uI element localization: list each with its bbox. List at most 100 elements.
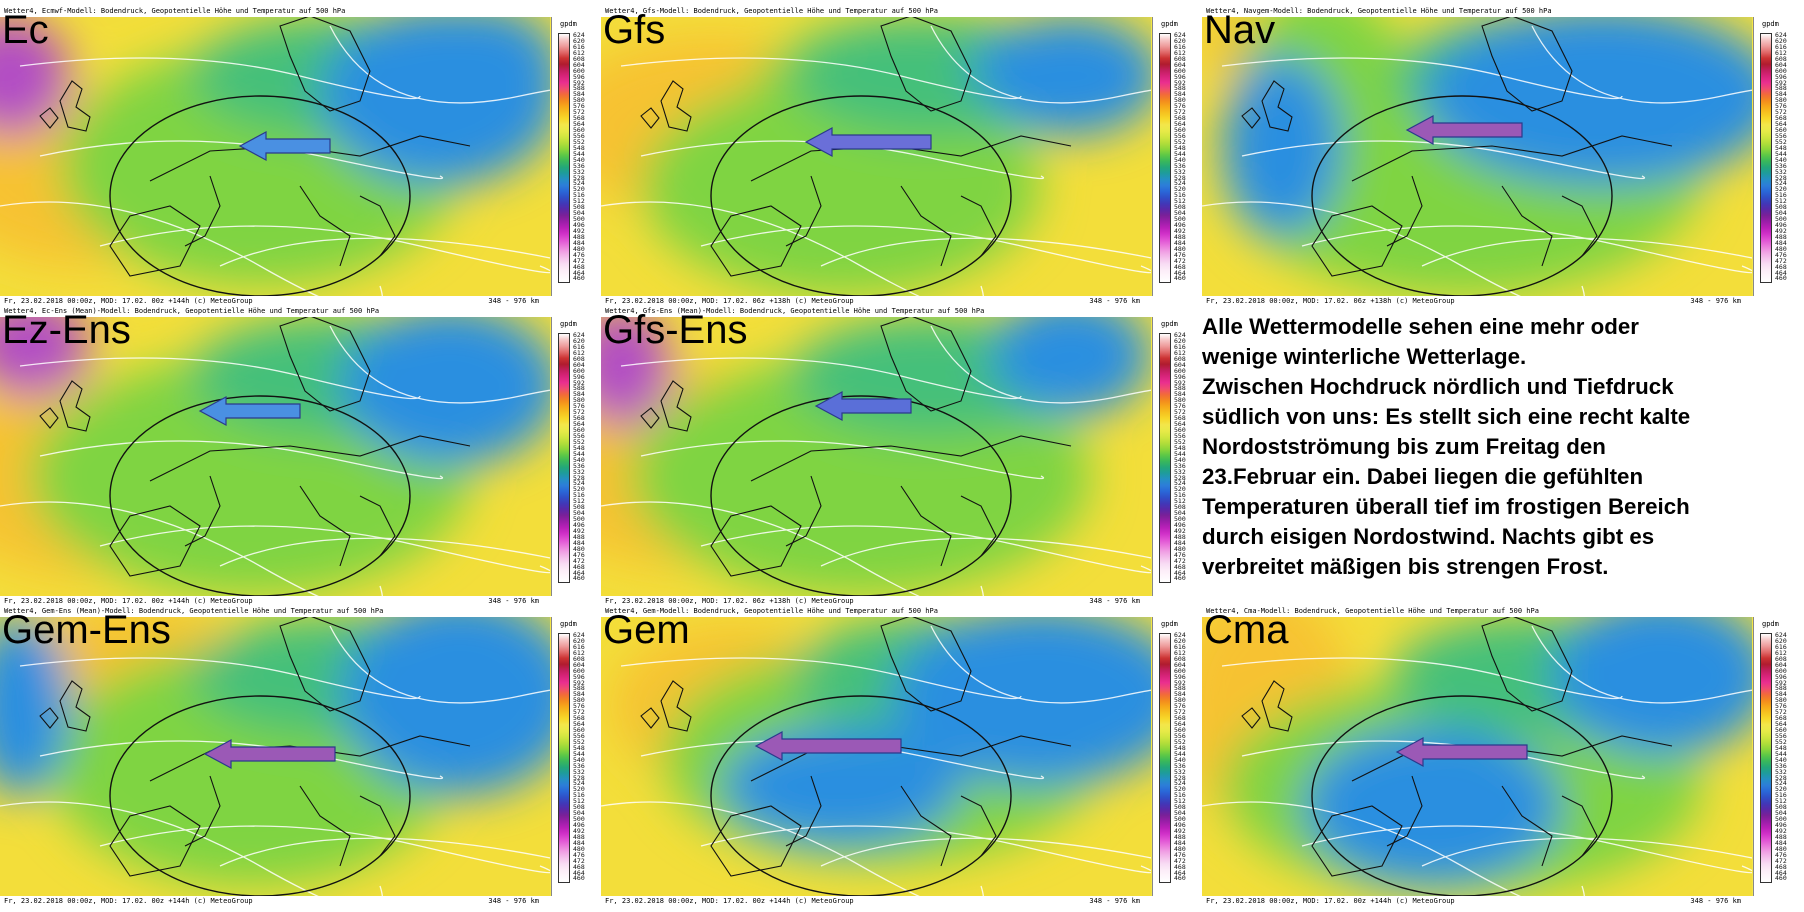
legend-tick-label: 624 bbox=[1775, 31, 1787, 39]
legend-tick-label: 624 bbox=[1775, 631, 1787, 639]
legend-tick-label: 500 bbox=[573, 215, 585, 224]
isobar-lines bbox=[601, 25, 1151, 306]
legend-unit: gpdm bbox=[560, 620, 577, 628]
legend-tick-label: 476 bbox=[573, 250, 585, 259]
legend-tick-label: 512 bbox=[1775, 797, 1787, 806]
legend-tick-label: 524 bbox=[1174, 779, 1186, 788]
summary-line: südlich von uns: Es stellt sich eine rec… bbox=[1202, 404, 1691, 429]
geopotential-map bbox=[0, 606, 550, 906]
legend-tick-label: 492 bbox=[573, 826, 585, 835]
legend-ticks: 624 620 616 612 608 604 600 596 592 588 584 580 576 5… bbox=[1174, 632, 1200, 883]
legend-tick-label: 560 bbox=[1775, 126, 1787, 134]
summary-line: durch eisigen Nordostwind. Nachts gibt e… bbox=[1202, 524, 1655, 549]
legend-tick-label: 532 bbox=[1775, 167, 1787, 176]
legend-tick-label: 536 bbox=[573, 761, 585, 770]
legend-tick-label: 512 bbox=[1775, 197, 1787, 206]
legend-tick-label: 484 bbox=[1174, 538, 1186, 547]
legend-tick-label: 576 bbox=[1775, 102, 1787, 111]
legend-tick-label: 484 bbox=[573, 238, 585, 247]
legend-tick-label: 520 bbox=[1775, 185, 1787, 194]
legend-tick-label: 480 bbox=[573, 544, 585, 553]
legend-tick-label: 548 bbox=[573, 443, 585, 452]
legend-tick-label: 620 bbox=[1174, 336, 1186, 345]
legend-tick-label: 492 bbox=[573, 226, 585, 235]
legend-tick-label: 496 bbox=[573, 521, 585, 529]
legend-tick-label: 612 bbox=[1775, 48, 1787, 57]
legend-tick-label: 572 bbox=[573, 708, 585, 717]
legend-tick-label: 524 bbox=[573, 179, 585, 188]
legend-tick-label: 556 bbox=[573, 131, 585, 140]
map-panel-ec: Wetter4, Ecmwf-Modell: Bodendruck, Geopo… bbox=[0, 6, 600, 306]
color-legend: gpdm 624 620 616 612 608 604 600 596 592 588 584 580… bbox=[1753, 617, 1802, 896]
color-legend: gpdm 624 620 616 612 608 604 600 596 592 588 584 580… bbox=[1152, 317, 1201, 596]
legend-tick-label: 532 bbox=[1174, 167, 1186, 176]
legend-tick-label: 580 bbox=[573, 696, 585, 705]
isobar-lines bbox=[1202, 25, 1752, 306]
legend-tick-label: 576 bbox=[1775, 702, 1787, 711]
summary-line: Zwischen Hochdruck nördlich und Tiefdruc… bbox=[1202, 374, 1674, 399]
legend-tick-label: 552 bbox=[573, 437, 585, 446]
legend-tick-label: 564 bbox=[573, 720, 585, 729]
legend-tick-label: 564 bbox=[1174, 720, 1186, 729]
legend-tick-label: 568 bbox=[1174, 114, 1186, 123]
legend-tick-label: 564 bbox=[573, 420, 585, 429]
model-label: Nav bbox=[1204, 8, 1276, 52]
legend-tick-label: 532 bbox=[1775, 767, 1787, 776]
legend-color-bar bbox=[1760, 33, 1772, 283]
map-footer: Fr, 23.02.2018 00:00z, MOD: 17.02. 06z +… bbox=[601, 596, 1201, 606]
legend-tick-label: 492 bbox=[1174, 226, 1186, 235]
legend-tick-label: 540 bbox=[573, 755, 585, 764]
legend-tick-label: 548 bbox=[1775, 743, 1787, 752]
color-legend: gpdm 624 620 616 612 608 604 600 596 592 588 584 580… bbox=[1753, 17, 1802, 296]
legend-tick-label: 616 bbox=[1174, 342, 1186, 351]
legend-tick-label: 576 bbox=[573, 402, 585, 411]
map-scale: 348 - 976 km bbox=[1086, 596, 1143, 606]
legend-tick-label: 472 bbox=[1775, 256, 1787, 265]
legend-tick-label: 524 bbox=[573, 779, 585, 788]
legend-tick-label: 484 bbox=[1775, 838, 1787, 847]
legend-tick-label: 572 bbox=[1775, 108, 1787, 117]
legend-tick-label: 616 bbox=[1174, 642, 1186, 651]
legend-tick-label: 472 bbox=[573, 256, 585, 265]
legend-tick-label: 620 bbox=[573, 36, 585, 45]
legend-tick-label: 572 bbox=[1174, 708, 1186, 717]
legend-tick-label: 596 bbox=[573, 672, 585, 681]
legend-tick-label: 544 bbox=[573, 149, 585, 158]
legend-tick-label: 548 bbox=[573, 743, 585, 752]
legend-tick-label: 520 bbox=[1174, 785, 1186, 794]
legend-tick-label: 608 bbox=[1775, 54, 1787, 63]
legend-tick-label: 600 bbox=[573, 666, 585, 675]
wind-direction-arrow bbox=[1405, 114, 1523, 146]
map-header: Wetter4, Gem-Ens (Mean)-Modell: Bodendru… bbox=[0, 606, 600, 617]
legend-tick-label: 528 bbox=[1174, 473, 1186, 482]
legend-tick-label: 484 bbox=[1174, 838, 1186, 847]
legend-tick-label: 464 bbox=[1174, 868, 1186, 877]
legend-tick-label: 592 bbox=[1775, 678, 1787, 687]
legend-tick-label: 476 bbox=[573, 550, 585, 559]
legend-ticks: 624 620 616 612 608 604 600 596 592 588 584 580 576 5… bbox=[573, 32, 599, 283]
legend-tick-label: 568 bbox=[1174, 714, 1186, 723]
legend-tick-label: 572 bbox=[1174, 108, 1186, 117]
legend-tick-label: 484 bbox=[573, 538, 585, 547]
legend-tick-label: 532 bbox=[1174, 767, 1186, 776]
legend-tick-label: 464 bbox=[1174, 268, 1186, 277]
coastlines bbox=[640, 15, 1072, 277]
legend-unit: gpdm bbox=[1161, 320, 1178, 328]
legend-tick-label: 516 bbox=[1775, 191, 1787, 200]
legend-tick-label: 460 bbox=[573, 874, 585, 883]
legend-tick-label: 492 bbox=[1775, 826, 1787, 835]
legend-tick-label: 544 bbox=[1174, 749, 1186, 758]
legend-tick-label: 576 bbox=[573, 702, 585, 711]
legend-tick-label: 600 bbox=[573, 66, 585, 75]
legend-tick-label: 608 bbox=[1174, 54, 1186, 63]
legend-tick-label: 540 bbox=[1775, 755, 1787, 764]
legend-tick-label: 612 bbox=[573, 648, 585, 657]
legend-tick-label: 584 bbox=[1174, 90, 1186, 99]
isobar-lines bbox=[601, 325, 1151, 606]
summary-line: wenige winterliche Wetterlage. bbox=[1202, 344, 1527, 369]
legend-tick-label: 476 bbox=[1775, 850, 1787, 859]
legend-tick-label: 604 bbox=[1174, 660, 1186, 669]
legend-tick-label: 564 bbox=[1775, 720, 1787, 729]
legend-tick-label: 604 bbox=[1775, 60, 1787, 69]
legend-tick-label: 588 bbox=[573, 84, 585, 93]
